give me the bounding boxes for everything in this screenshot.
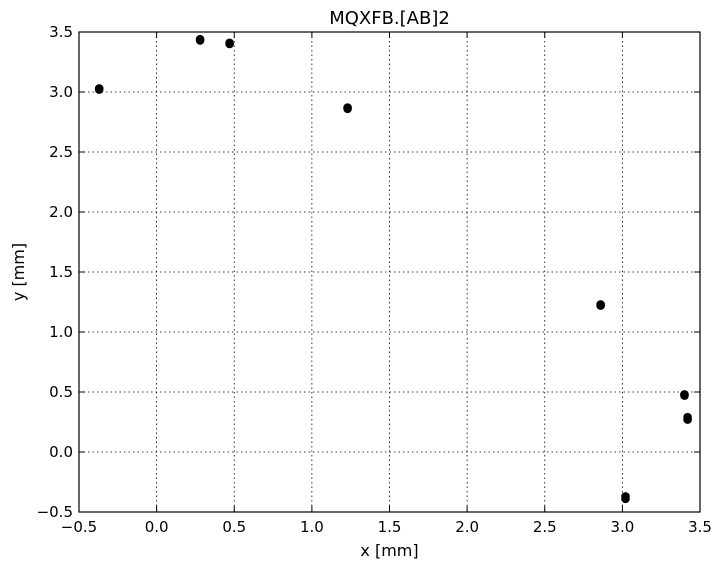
y-tick-label: 2.5 [49, 143, 73, 161]
x-tick-label: 3.5 [688, 518, 712, 536]
x-tick-label: 0.0 [145, 518, 169, 536]
data-point [621, 494, 630, 504]
y-tick-label: 0.0 [49, 443, 73, 461]
x-tick-label: 1.0 [300, 518, 324, 536]
y-tick-label: 3.5 [49, 23, 73, 41]
x-tick-label: 1.5 [378, 518, 402, 536]
x-tick-label: −0.5 [61, 518, 97, 536]
data-point [195, 36, 205, 45]
y-tick-label: 1.0 [49, 323, 73, 341]
data-point [225, 39, 234, 49]
chart-title: MQXFB.[AB]2 [329, 8, 450, 29]
data-point [680, 391, 689, 400]
y-tick-label: 3.0 [49, 83, 73, 101]
tick-labels: −0.5 0.0 0.5 1.0 1.5 2.0 2.5 3.0 3.5 −0.5 0.0 0.5 1.… [37, 23, 712, 536]
data-points [94, 34, 692, 504]
y-tick-label: −0.5 [37, 503, 73, 521]
y-axis-label: y [mm] [9, 243, 28, 301]
data-point [94, 85, 104, 94]
plot-area-frame [78, 31, 701, 513]
y-tick-label: 1.5 [49, 263, 73, 281]
x-tick-label: 3.0 [610, 518, 634, 536]
data-point [683, 415, 692, 424]
y-tick-label: 2.0 [49, 203, 73, 221]
x-tick-label: 2.5 [533, 518, 557, 536]
y-tick-label: 0.5 [49, 383, 73, 401]
x-tick-label: 0.5 [222, 518, 246, 536]
x-tick-label: 2.0 [455, 518, 479, 536]
data-point [596, 301, 605, 310]
data-point [343, 104, 352, 114]
x-axis-label: x [mm] [360, 541, 418, 560]
